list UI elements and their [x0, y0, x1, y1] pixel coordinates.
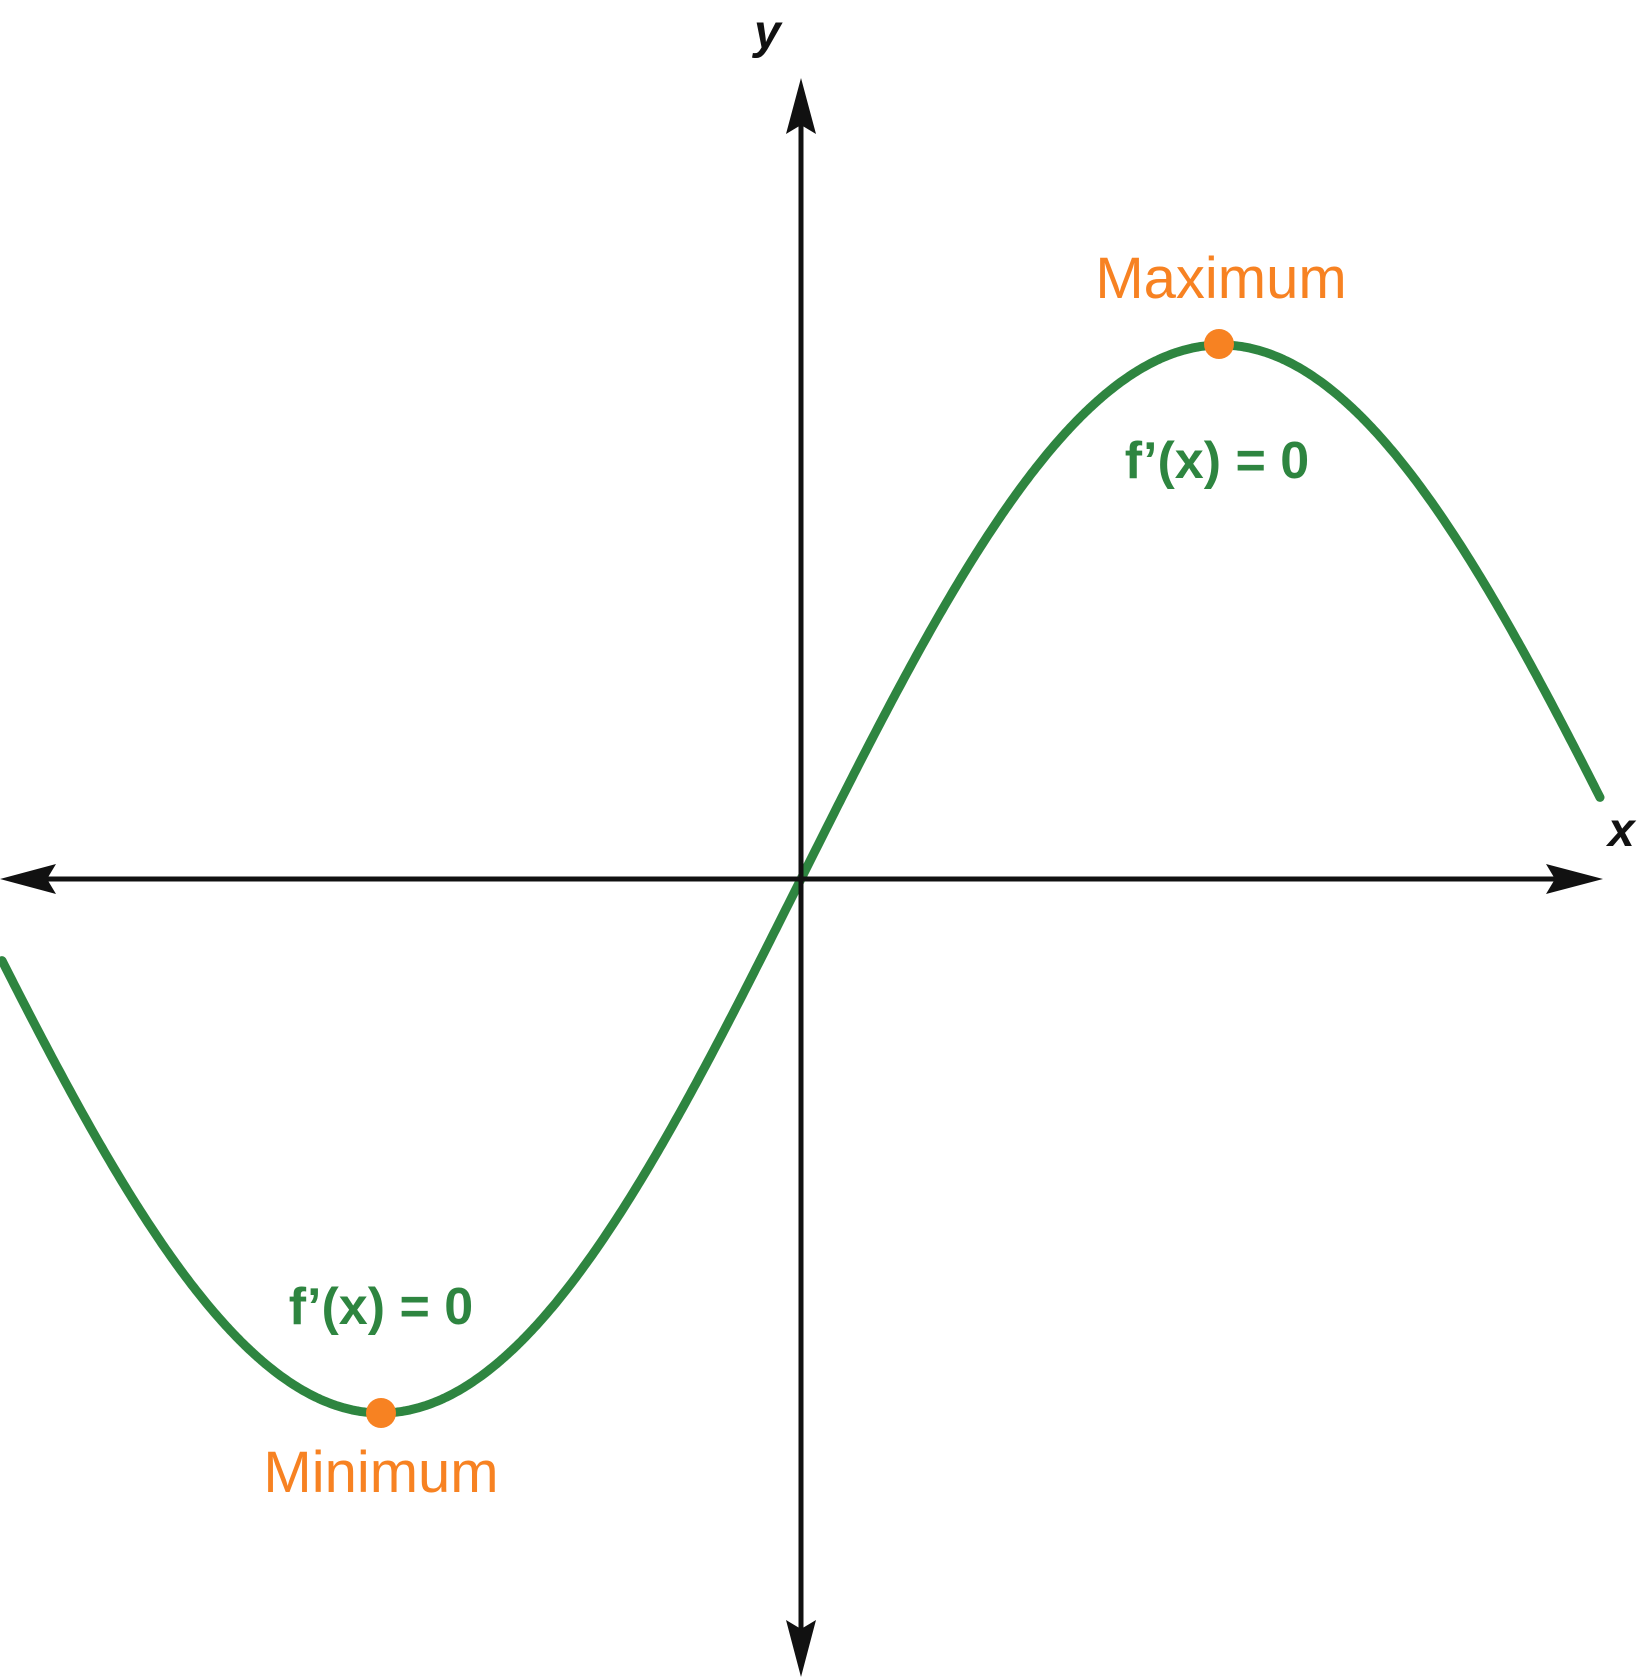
maximum-point [1204, 329, 1234, 359]
minimum-label: Minimum [263, 1440, 498, 1505]
y-axis-up-arrow-icon [786, 78, 816, 134]
x-axis-right-arrow-icon [1546, 864, 1603, 894]
minimum-point [366, 1398, 396, 1428]
minimum-derivative-label: f’(x) = 0 [289, 1278, 473, 1336]
y-axis-down-arrow-icon [786, 1620, 816, 1677]
x-axis-label: x [1605, 804, 1637, 857]
x-axis-left-arrow-icon [0, 864, 56, 894]
maximum-label: Maximum [1095, 246, 1346, 311]
y-axis-label: y [752, 6, 783, 59]
maximum-derivative-label: f’(x) = 0 [1125, 432, 1309, 490]
